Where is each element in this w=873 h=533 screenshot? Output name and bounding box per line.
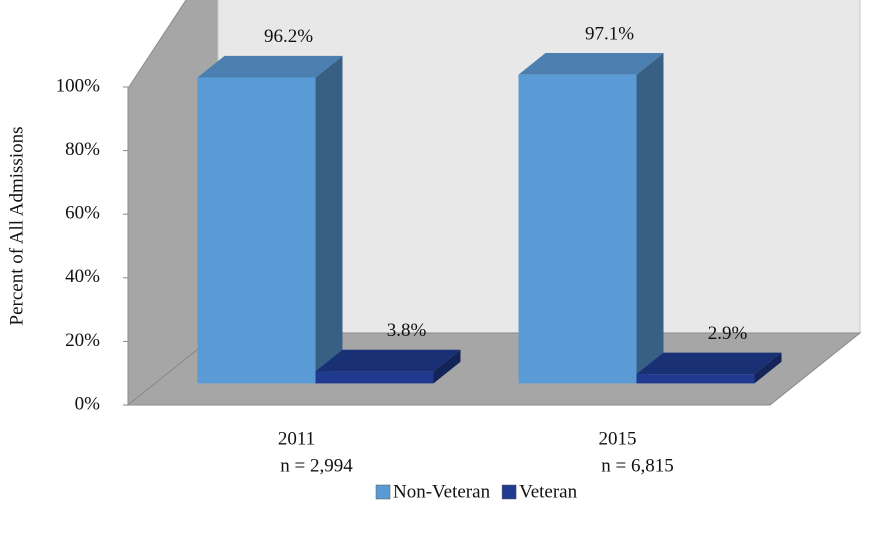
bar-side: [315, 55, 343, 384]
y-axis-label: Percent of All Admissions: [6, 127, 27, 326]
bar-side: [754, 352, 782, 384]
legend-label: Veteran: [519, 481, 578, 502]
y-tick-label: 80%: [65, 139, 100, 160]
bar: [636, 374, 755, 384]
x-tick-label: 2015: [599, 428, 637, 449]
bar: [518, 74, 637, 384]
y-tick-label: 20%: [65, 330, 100, 351]
legend-swatch: [501, 484, 517, 500]
bar-top: [636, 352, 782, 375]
data-label: 96.2%: [264, 26, 313, 47]
data-label: 2.9%: [708, 323, 748, 344]
y-tick-label: 100%: [56, 75, 101, 96]
bar-top: [197, 55, 343, 78]
bar-top: [315, 349, 461, 372]
data-label: 3.8%: [387, 320, 427, 341]
bar-top: [518, 53, 664, 75]
bar-side: [433, 349, 461, 384]
x-tick-note: n = 6,815: [601, 455, 673, 476]
bar-side: [636, 53, 664, 384]
x-tick-note: n = 2,994: [280, 455, 353, 476]
bar: [197, 77, 316, 384]
x-tick-label: 2011: [278, 428, 315, 449]
y-tick-label: 40%: [65, 266, 100, 287]
legend-swatch: [375, 484, 391, 500]
bar: [315, 371, 434, 384]
y-tick-label: 0%: [75, 393, 101, 414]
y-tick-label: 60%: [65, 203, 100, 224]
legend-label: Non-Veteran: [393, 481, 491, 502]
data-label: 97.1%: [585, 23, 634, 44]
